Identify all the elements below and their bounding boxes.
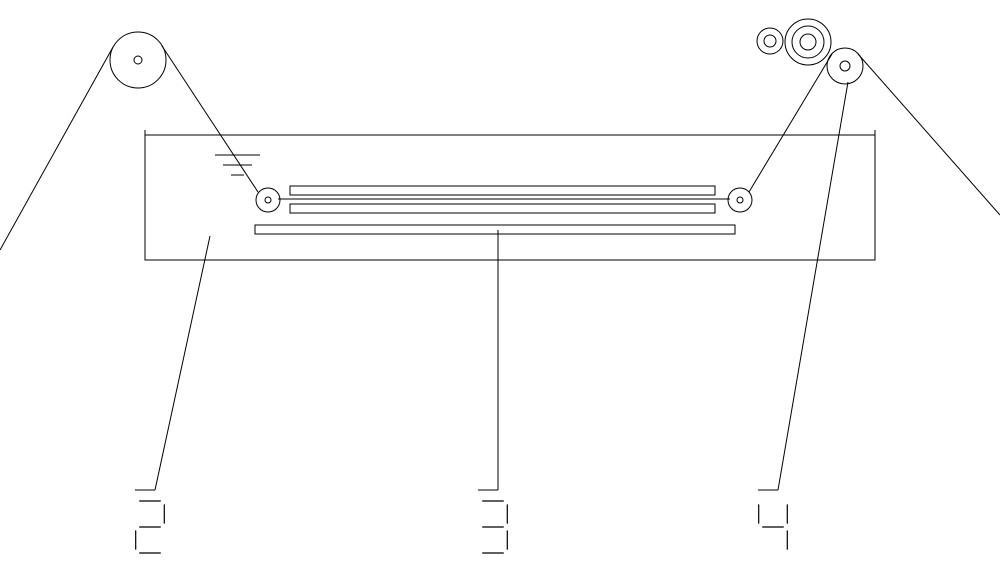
callout-label-3 [483, 501, 508, 553]
callout-2 [135, 236, 210, 553]
bar-top [290, 186, 715, 195]
engineering-diagram [0, 0, 1000, 580]
callout-4 [758, 82, 848, 549]
bar-bottom [255, 225, 735, 234]
roller-right-top [827, 48, 863, 84]
roller-big-top [785, 19, 831, 65]
roller-tank-right [728, 188, 752, 212]
thread-in_left [0, 47, 113, 250]
thread-up_right [749, 54, 832, 192]
bar-middle [290, 204, 715, 213]
thread-out_right [858, 54, 1000, 215]
callout-label-2 [136, 501, 165, 553]
callout-3 [478, 230, 507, 553]
roller-small-top [757, 28, 783, 54]
roller-left-top [110, 32, 166, 88]
roller-tank-left [256, 188, 280, 212]
thread-over_left [162, 46, 258, 192]
callout-label-4 [759, 505, 788, 549]
